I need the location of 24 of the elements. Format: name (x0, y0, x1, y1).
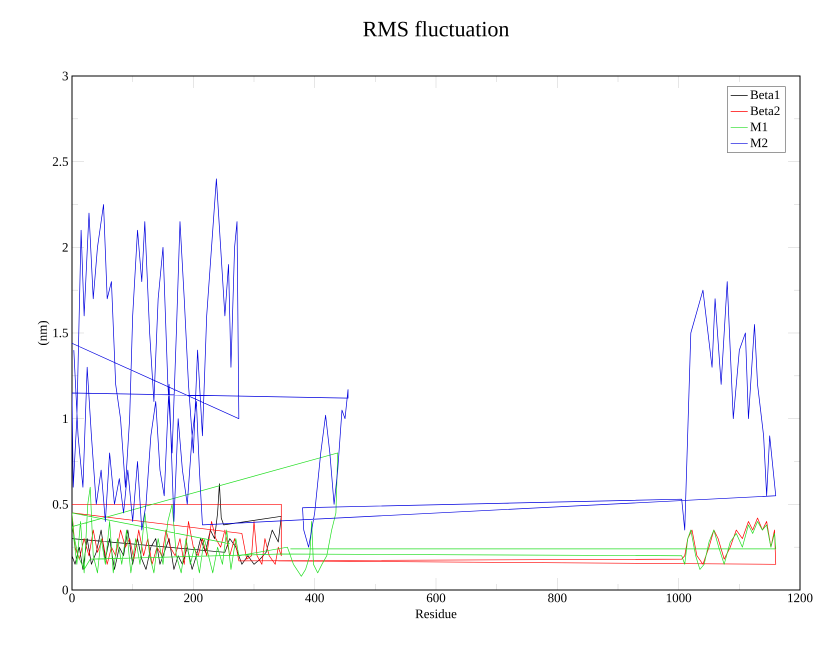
x-tick-label: 1200 (788, 594, 812, 602)
x-tick-label: 1000 (666, 594, 692, 602)
x-tick-label: 800 (548, 594, 567, 602)
x-tick-label: 0 (69, 594, 75, 602)
y-tick-label: 0 (62, 586, 68, 594)
y-tick-label: 2.5 (52, 157, 68, 166)
x-tick-label: 400 (305, 594, 324, 602)
line-series (72, 452, 776, 577)
line-series (72, 178, 776, 548)
y-tick-label: 1.5 (53, 328, 68, 338)
y-tick-label: 1 (63, 414, 68, 423)
x-tick-label: 600 (426, 594, 446, 602)
y-axis-title: (nm) (38, 320, 50, 346)
legend-label: M2 (750, 138, 768, 148)
y-tick-label: 2 (62, 243, 68, 252)
chart-title: RMS fluctuation (363, 20, 510, 36)
x-tick-label: 200 (184, 594, 203, 602)
line-series (72, 504, 776, 565)
legend-label: Beta2 (750, 106, 780, 116)
x-axis-title: Residue (416, 609, 456, 618)
y-tick-label: 0.5 (52, 500, 68, 509)
legend-label: M1 (750, 122, 768, 132)
legend-label: Beta1 (750, 90, 780, 100)
y-tick-label: 3 (62, 72, 68, 80)
